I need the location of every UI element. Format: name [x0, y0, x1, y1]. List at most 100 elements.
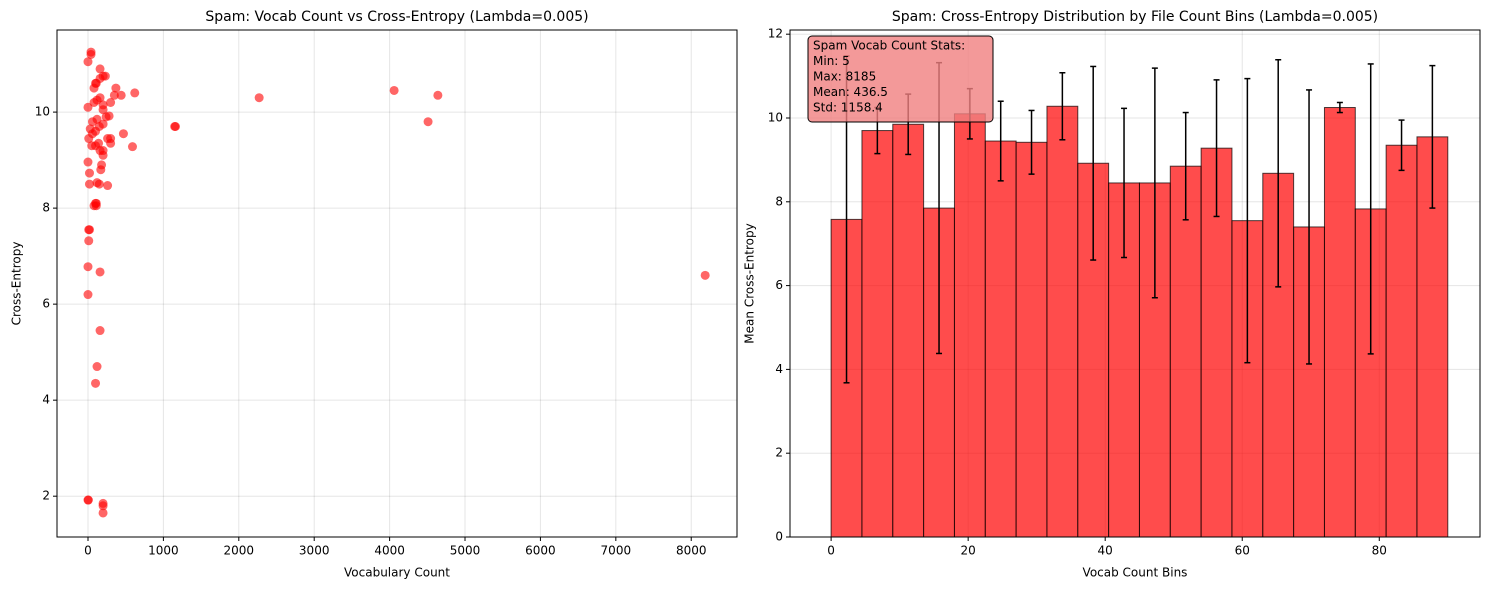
y-tick-label: 8: [775, 194, 783, 208]
error-bar: [1059, 71, 1066, 141]
error-bar: [1336, 101, 1343, 114]
bar: [1015, 141, 1048, 538]
scatter-point: [91, 198, 101, 208]
x-tick-label: 3000: [299, 544, 330, 558]
y-tick-label: 12: [768, 27, 783, 41]
bar: [1323, 107, 1356, 538]
scatter-point: [103, 181, 113, 191]
y-tick-label: 0: [775, 530, 783, 544]
scatter-point: [97, 160, 107, 170]
scatter-point: [130, 88, 140, 98]
bar: [861, 130, 894, 538]
error-bar: [1244, 77, 1251, 364]
error-bar: [1028, 109, 1035, 175]
scatter-point: [84, 168, 94, 178]
scatter-point: [100, 71, 110, 81]
scatter-point: [86, 47, 96, 57]
axes-frame: [56, 29, 738, 538]
scatter-point: [84, 179, 94, 189]
y-axis-label: Mean Cross-Entropy: [743, 223, 757, 343]
x-tick-label: 60: [1235, 544, 1250, 558]
y-tick-label: 10: [768, 110, 783, 124]
y-tick-label: 6: [42, 297, 50, 311]
scatter-point: [95, 326, 105, 336]
error-bar: [1275, 58, 1282, 288]
bar: [984, 140, 1017, 538]
error-bar: [1090, 65, 1097, 261]
error-bar: [1213, 79, 1220, 218]
error-bar: [1398, 119, 1405, 172]
x-tick-label: 5000: [450, 544, 481, 558]
x-tick-label: 4000: [374, 544, 405, 558]
y-tick-label: 8: [42, 201, 50, 215]
error-bar: [997, 100, 1004, 182]
x-tick-label: 80: [1372, 544, 1387, 558]
y-tick-label: 6: [775, 278, 783, 292]
x-tick-label: 20: [961, 544, 976, 558]
x-tick-label: 7000: [601, 544, 632, 558]
y-tick-label: 4: [42, 393, 50, 407]
x-axis-label: Vocabulary Count: [344, 566, 450, 580]
y-axis-label: Cross-Entropy: [10, 242, 24, 326]
scatter-point: [104, 111, 114, 121]
stats-line: Spam Vocab Count Stats:: [813, 39, 965, 53]
x-tick-label: 0: [84, 544, 92, 558]
scatter-point: [106, 97, 116, 107]
y-tick-label: 2: [775, 446, 783, 460]
scatter-point: [83, 102, 93, 112]
scatter-point: [95, 267, 105, 277]
bar: [953, 113, 986, 538]
stats-line: Max: 8185: [813, 70, 876, 84]
scatter-point: [91, 78, 101, 88]
scatter-point: [433, 90, 443, 100]
scatter-point: [423, 117, 433, 127]
scatter-point: [118, 129, 128, 139]
stats-box-bg: [807, 35, 994, 123]
scatter-point: [103, 134, 113, 144]
x-tick-label: 2000: [224, 544, 255, 558]
scatter-point: [94, 138, 104, 148]
scatter-point: [94, 179, 104, 189]
scatter-point: [84, 236, 94, 246]
scatter-point: [111, 83, 121, 93]
x-tick-label: 6000: [525, 544, 556, 558]
scatter-point: [98, 508, 108, 518]
y-tick-label: 10: [35, 105, 50, 119]
stats-line: Mean: 436.5: [813, 85, 888, 99]
scatter-point: [92, 362, 102, 372]
error-bar: [1306, 89, 1313, 365]
scatter-point: [83, 262, 93, 272]
scatter-point: [98, 501, 108, 511]
error-bar: [1182, 111, 1189, 221]
scatter-point: [98, 146, 108, 156]
error-bar: [1429, 64, 1436, 209]
x-tick-label: 1000: [148, 544, 179, 558]
scatter-point: [83, 290, 93, 300]
error-bar: [1121, 107, 1128, 259]
x-tick-label: 8000: [676, 544, 707, 558]
bar: [1046, 105, 1079, 538]
bar: [1385, 144, 1418, 538]
scatter-point: [254, 93, 264, 103]
scatter-point: [109, 90, 119, 100]
scatter-point: [95, 93, 105, 103]
y-tick-label: 4: [775, 362, 783, 376]
scatter-point: [127, 142, 137, 152]
bar: [1169, 165, 1202, 538]
scatter-point: [92, 114, 102, 124]
scatter-point: [84, 225, 94, 235]
error-bar: [1151, 67, 1158, 299]
x-tick-label: 40: [1098, 544, 1113, 558]
error-bar: [1367, 63, 1374, 355]
scatter-point: [700, 270, 710, 280]
axes-frame: [789, 29, 1481, 538]
chart-title: Spam: Cross-Entropy Distribution by File…: [892, 9, 1378, 25]
scatter-point: [389, 85, 399, 95]
scatter-point: [91, 378, 101, 388]
scatter-point: [83, 157, 93, 167]
stats-line: Std: 1158.4: [813, 101, 883, 115]
scatter-point: [95, 64, 105, 74]
x-axis-label: Vocab Count Bins: [1083, 566, 1188, 580]
stats-line: Min: 5: [813, 54, 850, 68]
